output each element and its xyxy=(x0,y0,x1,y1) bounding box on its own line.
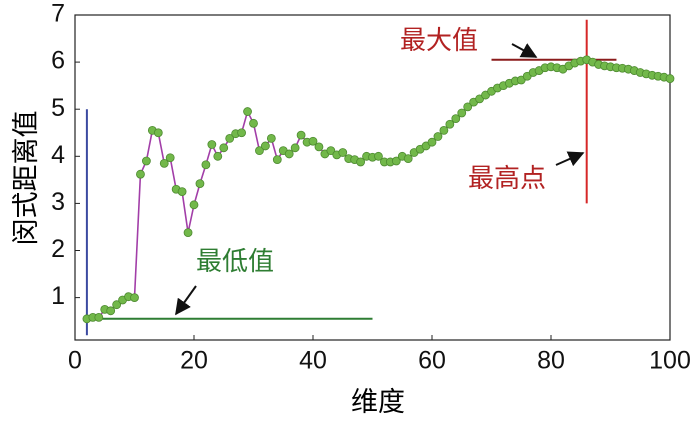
data-point xyxy=(219,143,229,153)
y-tick-label: 6 xyxy=(51,47,65,75)
data-point xyxy=(665,74,675,83)
annotation: 最大值 xyxy=(400,25,478,55)
y-tick-label: 7 xyxy=(51,0,65,28)
data-point xyxy=(463,102,473,112)
y-tick-label: 2 xyxy=(51,235,65,263)
data-point xyxy=(266,134,276,143)
data-point xyxy=(165,153,175,163)
data-point xyxy=(183,228,193,238)
data-point xyxy=(189,200,199,210)
x-tick-label: 40 xyxy=(299,347,327,375)
data-point xyxy=(177,187,187,197)
data-point xyxy=(314,142,324,152)
data-point xyxy=(356,157,366,167)
y-tick-label: 3 xyxy=(51,188,65,216)
data-point xyxy=(141,156,151,166)
data-point xyxy=(153,128,163,138)
data-point xyxy=(112,300,122,310)
data-point xyxy=(260,141,270,151)
data-point xyxy=(433,132,443,141)
data-point xyxy=(338,148,348,157)
data-point xyxy=(296,130,306,140)
data-point xyxy=(284,149,294,159)
y-tick-label: 5 xyxy=(51,94,65,122)
data-point xyxy=(213,151,223,161)
y-tick-label: 4 xyxy=(51,141,65,169)
arrow xyxy=(175,285,197,316)
data-point xyxy=(249,118,258,128)
y-tick-label: 1 xyxy=(51,282,65,310)
data-point xyxy=(451,114,461,124)
data-point xyxy=(290,143,300,153)
data-point xyxy=(391,156,401,166)
x-tick-label: 60 xyxy=(418,347,446,375)
annotation: 最高点 xyxy=(468,163,546,193)
data-point xyxy=(201,160,211,170)
data-point xyxy=(243,107,252,116)
x-tick-label: 80 xyxy=(537,347,565,375)
data-point xyxy=(225,134,235,143)
data-point xyxy=(159,158,169,168)
annotation: 最低值 xyxy=(196,246,274,276)
data-point xyxy=(237,128,247,138)
data-point xyxy=(326,146,336,156)
data-point xyxy=(272,155,282,165)
data-point xyxy=(427,137,437,147)
x-axis-label: 维度 xyxy=(351,387,405,417)
data-point xyxy=(195,179,205,189)
x-tick-label: 100 xyxy=(649,347,691,375)
plot-frame xyxy=(74,14,671,341)
data-point xyxy=(94,312,104,322)
data-point xyxy=(445,119,455,129)
data-point xyxy=(374,151,383,161)
data-point xyxy=(207,140,217,149)
data-point xyxy=(130,293,139,303)
data-point xyxy=(136,169,145,179)
data-point xyxy=(457,108,467,118)
data-point xyxy=(308,136,318,146)
arrow xyxy=(511,43,538,58)
arrow xyxy=(555,151,585,167)
data-point xyxy=(106,306,116,316)
data-point xyxy=(439,125,449,135)
data-point xyxy=(403,154,413,164)
x-tick-label: 20 xyxy=(180,347,208,375)
x-tick-label: 0 xyxy=(68,347,82,375)
y-axis-label: 闵式距离值 xyxy=(11,111,41,246)
data-point xyxy=(255,146,264,156)
